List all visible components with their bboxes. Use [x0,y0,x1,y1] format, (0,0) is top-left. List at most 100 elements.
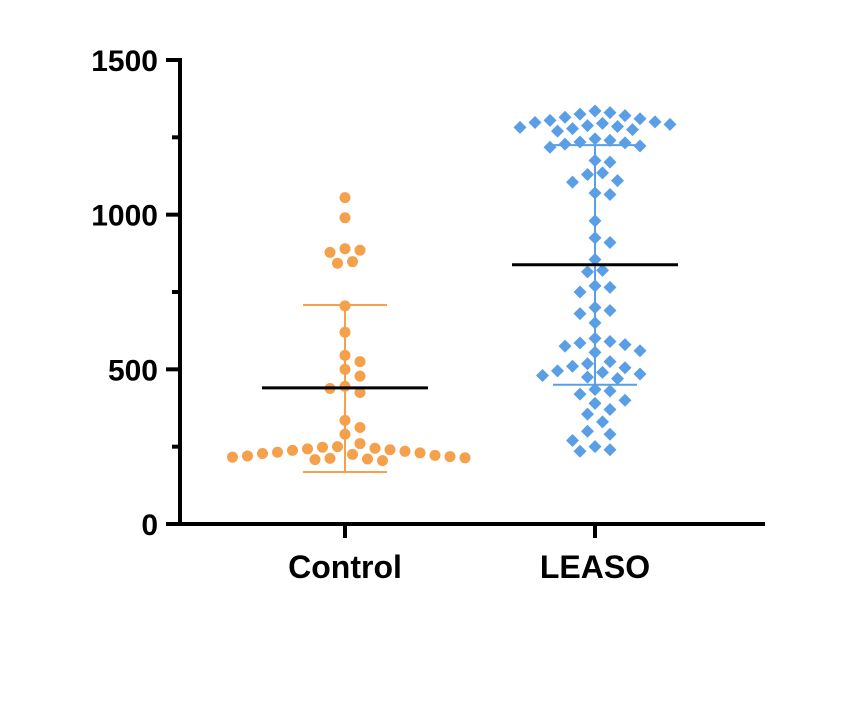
data-point [302,443,313,455]
data-point [573,285,587,299]
data-point [227,451,238,463]
data-point [603,133,617,147]
data-point [573,307,587,321]
data-point [414,447,426,459]
data-point [347,256,358,268]
y-axis: 0 500 1000 1500 [91,45,182,542]
data-point [581,357,594,371]
data-point [663,117,677,131]
y-tick-label: 500 [108,354,158,387]
data-point [429,449,441,461]
data-point [581,424,594,438]
data-point [596,263,609,277]
data-point [573,135,587,149]
data-point [618,136,632,150]
data-point [347,448,358,460]
data-point [581,167,594,181]
data-point [543,140,557,154]
summary-control [262,303,428,474]
data-point [513,120,527,134]
data-point [339,192,351,204]
data-point [272,446,283,458]
data-point [558,339,572,353]
data-point [354,421,366,433]
data-point [581,370,594,384]
data-point [573,336,587,350]
data-point [633,344,647,358]
data-point [459,452,471,464]
data-point [648,115,662,129]
data-point [588,440,602,454]
data-point [317,441,328,453]
data-point [603,155,617,169]
data-point [339,212,351,224]
data-point [603,304,617,318]
data-point [309,454,321,466]
data-point [573,107,587,121]
data-point [588,382,602,396]
data-point [332,441,343,453]
summary-leaso [512,144,678,386]
data-point [588,396,602,410]
data-point [596,166,609,180]
data-point [551,364,564,378]
data-point [324,452,336,464]
data-point [626,123,639,137]
data-point [596,116,609,130]
data-point [444,451,456,463]
data-point [339,243,351,255]
data-point [242,450,253,462]
data-point [603,334,617,348]
y-tick-label: 1500 [91,45,158,78]
data-point [611,120,624,134]
data-point [611,174,624,188]
data-point [551,124,564,138]
data-point [596,365,609,379]
data-point [611,372,624,386]
data-point [369,442,381,454]
data-point [354,370,366,382]
data-point [573,387,587,401]
data-point [603,280,617,294]
data-point [603,384,617,398]
data-point [354,356,366,368]
data-point [543,113,557,127]
y-tick-label: 0 [141,509,158,542]
series-layer [227,104,677,467]
data-point [324,246,336,258]
data-point [528,115,542,129]
data-point [618,109,632,123]
data-point [633,139,647,153]
data-point [566,359,579,373]
data-point [573,444,587,458]
data-point [618,361,632,375]
data-point [377,455,388,467]
data-point [581,119,594,133]
data-point [354,438,366,450]
series-control [227,192,471,467]
data-point [633,367,647,381]
data-point [596,415,609,429]
data-point [558,110,572,124]
data-point [536,369,549,383]
data-point [362,453,373,465]
data-point [581,265,594,279]
data-point [287,444,298,456]
data-point [399,445,411,457]
summary-layer [262,144,678,474]
data-point [603,403,617,417]
data-point [566,433,579,447]
data-point [603,427,617,441]
data-point [588,104,602,118]
x-category-label: LEASO [540,549,650,585]
x-axis: Control LEASO [178,522,765,585]
data-point [354,387,366,399]
data-point [332,257,343,269]
data-point [588,132,602,146]
data-point [618,393,632,407]
data-point [566,122,579,136]
data-point [618,338,632,352]
data-point [603,106,617,120]
data-point [603,443,617,457]
